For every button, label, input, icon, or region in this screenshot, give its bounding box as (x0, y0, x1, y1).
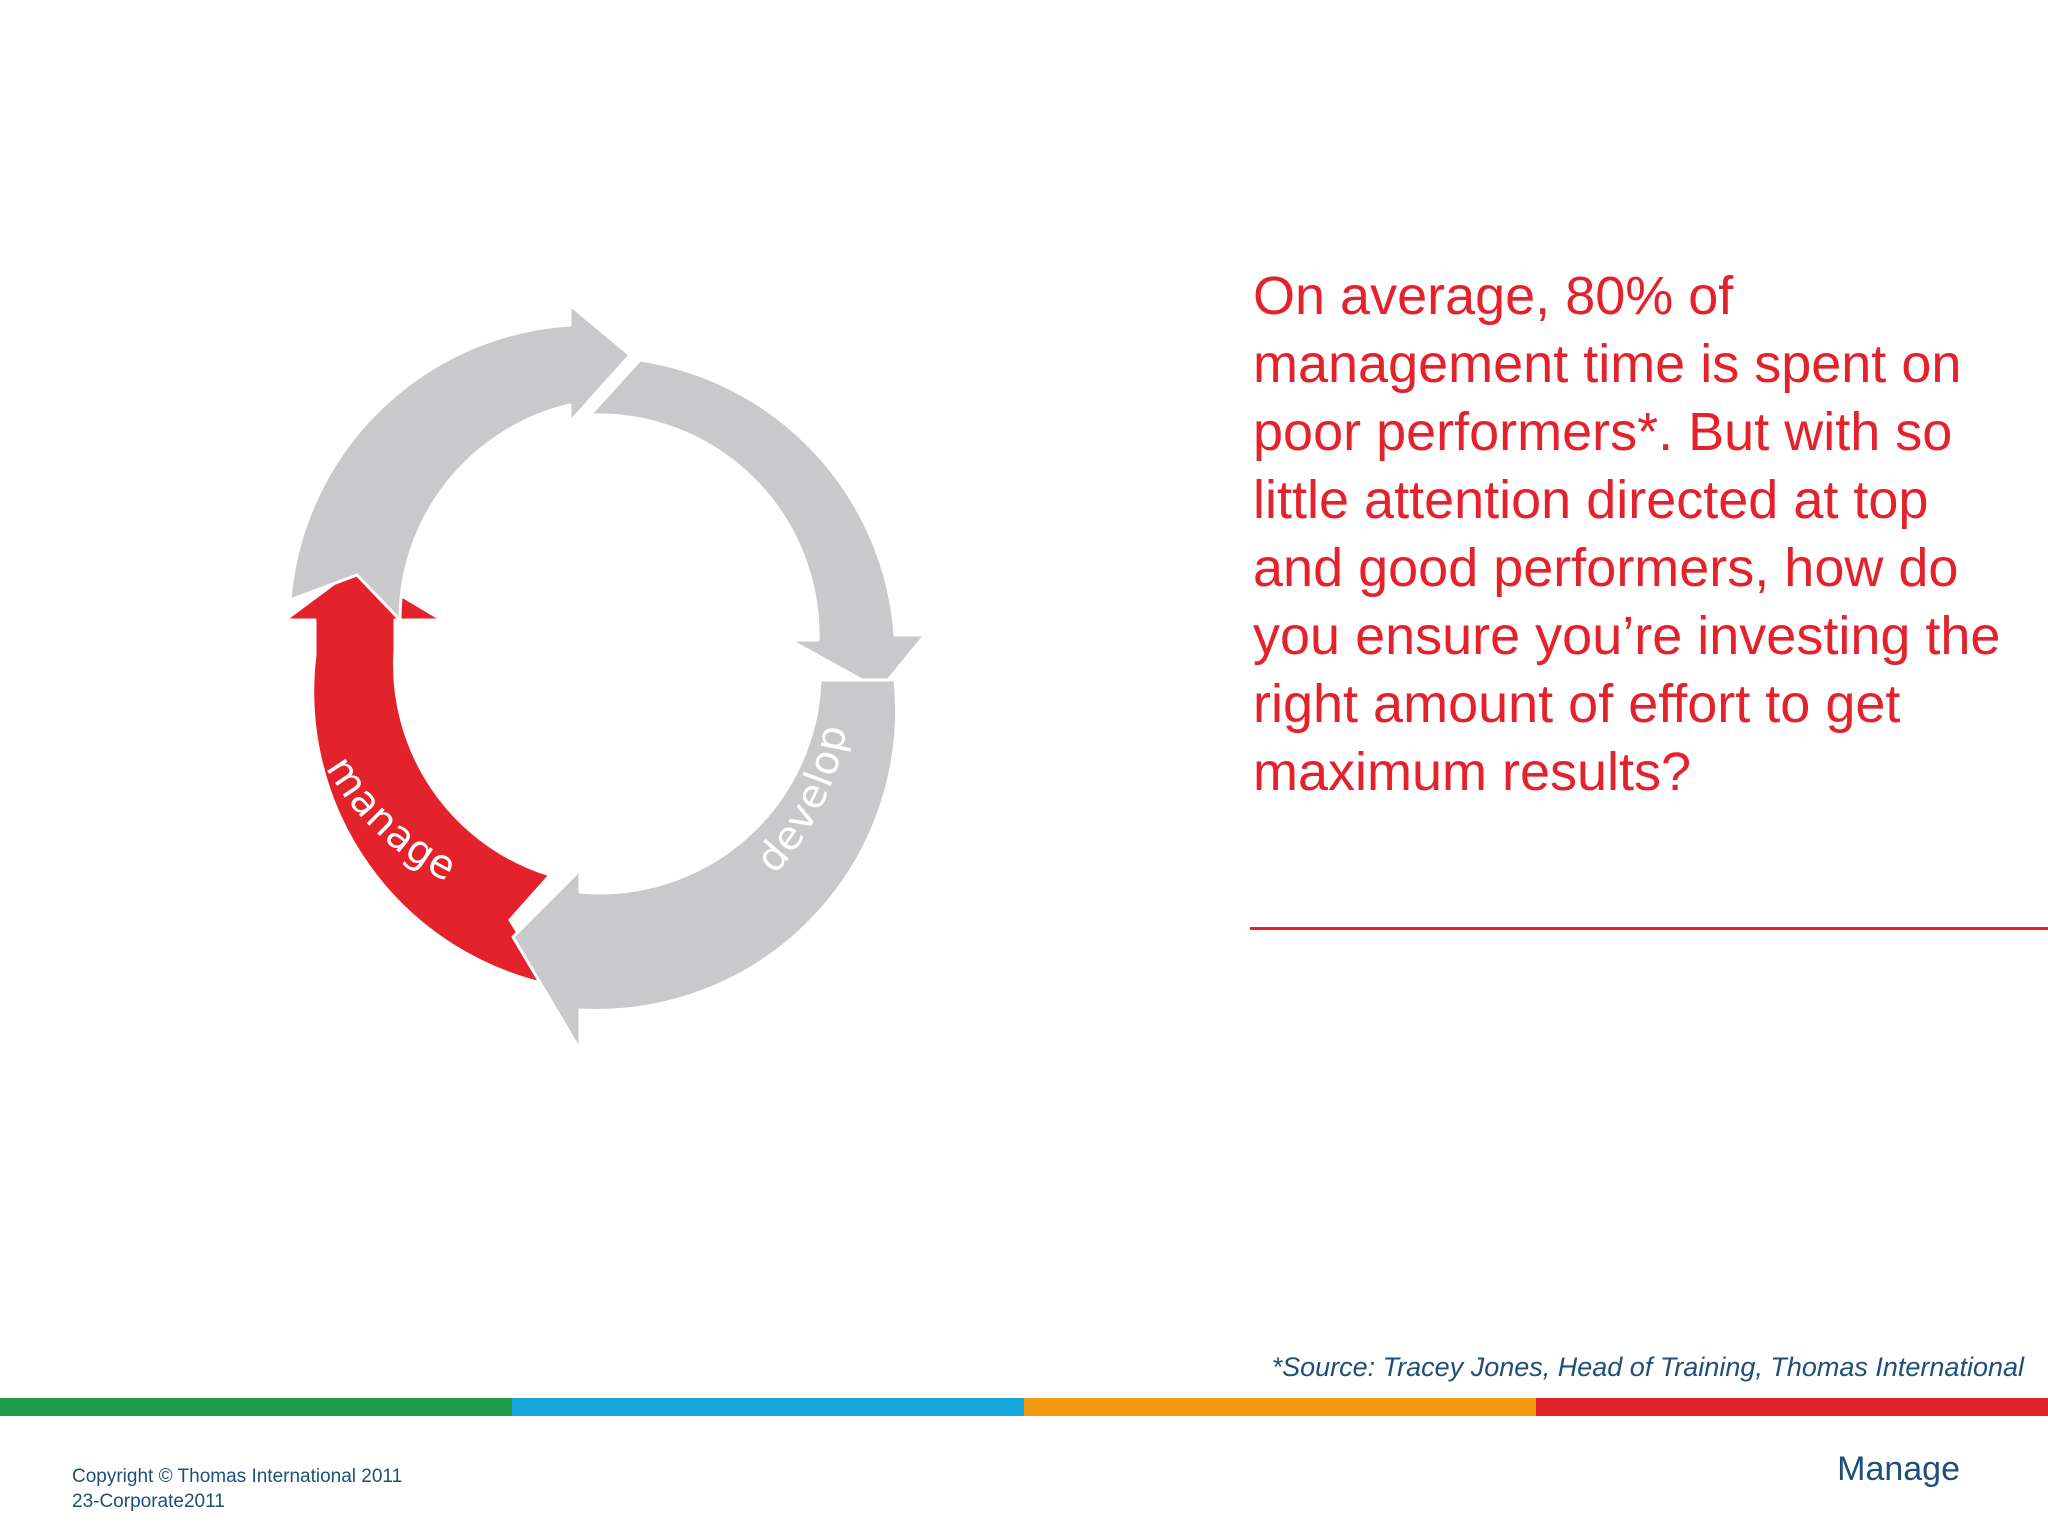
section-title: Manage (1837, 1450, 1960, 1488)
copyright-text: Copyright © Thomas International 2011 (72, 1466, 403, 1487)
color-bar (0, 1398, 2048, 1416)
cycle-segment-retain (588, 358, 927, 692)
divider-rule (1250, 927, 2048, 930)
color-bar-blue (512, 1398, 1024, 1416)
cycle-segment-recruit (288, 303, 632, 622)
key-question: On average, 80% of management time is sp… (1253, 266, 2001, 802)
source-note: *Source: Tracey Jones, Head of Training,… (1271, 1352, 2024, 1382)
color-bar-orange (1024, 1398, 1536, 1416)
color-bar-red (1536, 1398, 2048, 1416)
talent-cycle-diagram: recruit retain develop manage (268, 303, 927, 1052)
cycle-segment-develop (511, 678, 899, 1052)
document-reference: 23-Corporate2011 (72, 1491, 225, 1512)
color-bar-green (0, 1398, 512, 1416)
copyright-block: Copyright © Thomas International 2011 23… (72, 1464, 402, 1514)
